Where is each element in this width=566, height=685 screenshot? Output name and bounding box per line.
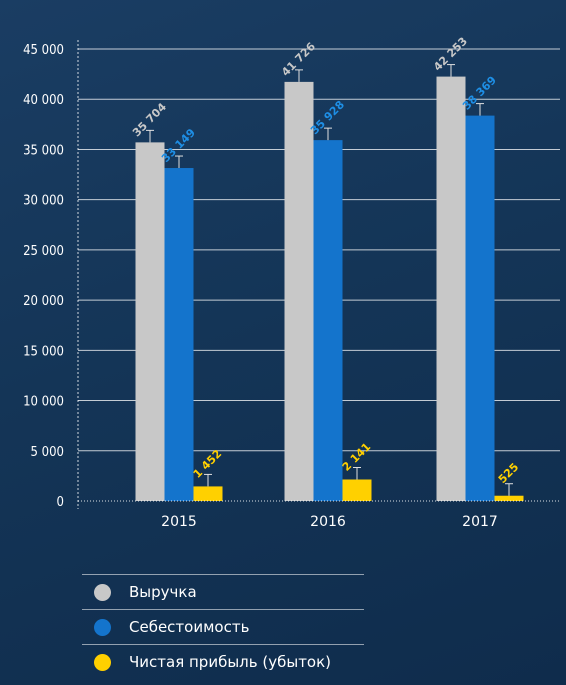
bar <box>494 495 524 501</box>
legend: Выручка Себестоимость Чистая прибыль (уб… <box>82 574 364 679</box>
y-tick-label: 35 000 <box>23 143 64 158</box>
legend-swatch-icon <box>94 653 111 671</box>
y-tick-label: 45 000 <box>23 43 64 58</box>
bar <box>193 486 223 501</box>
bar <box>465 115 495 502</box>
bar <box>284 81 314 502</box>
x-tick-label: 2017 <box>462 514 498 530</box>
legend-label: Чистая прибыль (убыток) <box>129 653 332 671</box>
y-tick-label: 5 000 <box>31 445 64 460</box>
legend-label: Себестоимость <box>129 618 250 636</box>
bar <box>436 76 466 501</box>
y-tick-label: 20 000 <box>23 294 64 309</box>
y-axis: 0 5 000 10 000 15 000 20 000 25 000 30 000 35 0… <box>23 40 79 510</box>
y-tick-label: 10 000 <box>23 395 64 410</box>
data-label: 525 <box>496 461 521 486</box>
x-tick-label: 2015 <box>161 514 197 530</box>
y-tick-label: 15 000 <box>23 344 64 359</box>
y-tick-label: 40 000 <box>23 93 64 108</box>
x-axis: 2015 2016 2017 <box>78 500 560 530</box>
legend-swatch-icon <box>94 583 111 601</box>
bar <box>313 140 343 501</box>
y-tick-label: 25 000 <box>23 244 64 259</box>
bar <box>342 479 372 501</box>
legend-item: Выручка <box>82 574 364 609</box>
y-tick-label: 0 <box>57 495 64 510</box>
legend-swatch-icon <box>94 618 111 636</box>
y-tick-label: 30 000 <box>23 194 64 209</box>
x-tick-label: 2016 <box>310 514 346 530</box>
bar <box>135 142 165 501</box>
legend-item: Себестоимость <box>82 609 364 644</box>
legend-label: Выручка <box>129 583 197 601</box>
bar-chart: 0 5 000 10 000 15 000 20 000 25 000 30 000 35 0… <box>23 34 560 530</box>
bar <box>164 168 194 501</box>
legend-item: Чистая прибыль (убыток) <box>82 644 364 679</box>
